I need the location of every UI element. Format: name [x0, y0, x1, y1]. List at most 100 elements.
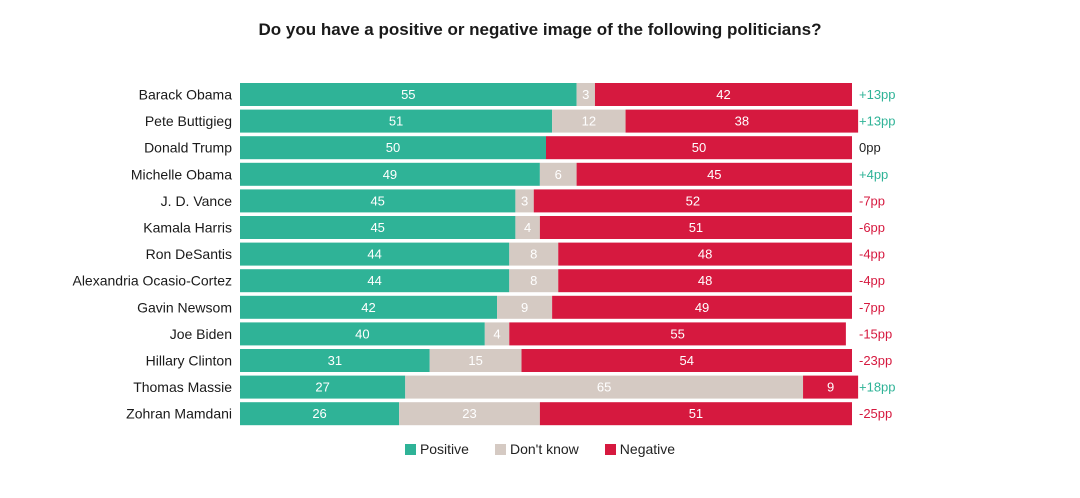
bar-negative — [533, 189, 852, 213]
data-label: 4 — [524, 220, 531, 235]
bar-dont-know — [509, 269, 559, 293]
legend-label: Don't know — [509, 441, 579, 457]
bar-dont-know — [552, 109, 626, 133]
data-label: 3 — [521, 193, 528, 208]
data-label: 15 — [468, 353, 482, 368]
net-label: -25pp — [859, 406, 892, 421]
legend-label: Negative — [619, 441, 676, 457]
bar-dont-know — [539, 162, 577, 186]
bar-negative — [594, 83, 852, 106]
bar-dont-know — [405, 375, 804, 399]
data-label: 23 — [462, 406, 476, 421]
category-label: Joe Biden — [170, 326, 232, 342]
data-label: 42 — [361, 300, 375, 315]
bar-positive — [240, 295, 498, 319]
data-label: 42 — [716, 87, 730, 102]
net-label: -7pp — [859, 300, 885, 315]
data-label: 4 — [493, 326, 500, 341]
legend-item-dont-know: Don't know — [494, 441, 579, 457]
bar-dont-know — [509, 242, 559, 266]
data-label: 12 — [582, 114, 596, 129]
bar-dont-know — [515, 189, 534, 213]
category-label: Donald Trump — [144, 140, 232, 156]
data-label: 45 — [707, 167, 721, 182]
bar-dont-know — [429, 349, 522, 372]
bar-positive — [240, 269, 510, 293]
category-label: Gavin Newsom — [137, 299, 232, 315]
data-label: 6 — [555, 167, 562, 182]
data-label: 51 — [689, 406, 703, 421]
data-label: 40 — [355, 326, 369, 341]
data-label: 50 — [386, 140, 400, 155]
data-label: 9 — [827, 380, 834, 395]
bar-dont-know — [497, 295, 553, 319]
bar-positive — [240, 216, 516, 239]
net-label: +18pp — [859, 380, 896, 395]
net-label: +4pp — [859, 167, 888, 182]
stacked-bar-chart: Barack Obama 55 3 42 +13pp Pete Buttigieg 51 12… — [72, 83, 896, 426]
legend-item-negative: Negative — [604, 441, 676, 457]
bar-dont-know — [576, 83, 595, 106]
bar-negative — [546, 136, 852, 160]
data-label: 3 — [582, 87, 589, 102]
chart-title: Do you have a positive or negative image… — [258, 20, 822, 39]
bar-positive — [240, 189, 516, 213]
category-label: Alexandria Ocasio-Cortez — [72, 273, 232, 289]
legend-swatch — [404, 443, 416, 455]
bar-negative — [552, 295, 852, 319]
data-label: 9 — [521, 300, 528, 315]
net-label: -23pp — [859, 353, 892, 368]
category-label: Hillary Clinton — [146, 353, 232, 369]
data-label: 50 — [692, 140, 706, 155]
data-label: 54 — [680, 353, 694, 368]
net-label: -4pp — [859, 273, 885, 288]
data-label: 52 — [686, 193, 700, 208]
bar-negative — [576, 162, 852, 186]
data-label: 26 — [312, 406, 326, 421]
bar-negative — [803, 375, 859, 399]
bar-positive — [240, 375, 406, 399]
data-label: 38 — [735, 114, 749, 129]
bar-positive — [240, 83, 577, 106]
bar-dont-know — [515, 216, 540, 239]
data-label: 8 — [530, 273, 537, 288]
bar-positive — [240, 136, 546, 160]
data-label: 8 — [530, 247, 537, 262]
data-label: 27 — [315, 380, 329, 395]
data-label: 51 — [389, 114, 403, 129]
net-label: 0pp — [859, 140, 881, 155]
net-label: -4pp — [859, 247, 885, 262]
bar-negative — [521, 349, 852, 372]
net-label: -15pp — [859, 326, 892, 341]
data-label: 51 — [689, 220, 703, 235]
net-label: -7pp — [859, 193, 885, 208]
category-label: Thomas Massie — [133, 379, 232, 395]
data-label: 49 — [383, 167, 397, 182]
bar-negative — [539, 402, 852, 426]
bar-dont-know — [399, 402, 540, 426]
net-label: -6pp — [859, 220, 885, 235]
category-label: Zohran Mamdani — [126, 406, 232, 422]
bar-positive — [240, 402, 400, 426]
data-label: 45 — [370, 193, 384, 208]
data-label: 31 — [328, 353, 342, 368]
legend-swatch — [604, 443, 616, 455]
data-label: 44 — [367, 273, 381, 288]
bar-positive — [240, 162, 540, 186]
bar-negative — [558, 242, 852, 266]
category-label: Pete Buttigieg — [145, 113, 232, 129]
net-label: +13pp — [859, 114, 896, 129]
legend-label: Positive — [419, 441, 469, 457]
data-label: 55 — [670, 326, 684, 341]
category-label: J. D. Vance — [161, 193, 233, 209]
data-label: 49 — [695, 300, 709, 315]
data-label: 48 — [698, 247, 712, 262]
data-label: 45 — [370, 220, 384, 235]
data-label: 44 — [367, 247, 381, 262]
category-label: Kamala Harris — [143, 220, 232, 236]
data-label: 48 — [698, 273, 712, 288]
bar-positive — [240, 242, 510, 266]
bar-negative — [625, 109, 859, 133]
category-label: Barack Obama — [139, 87, 233, 103]
